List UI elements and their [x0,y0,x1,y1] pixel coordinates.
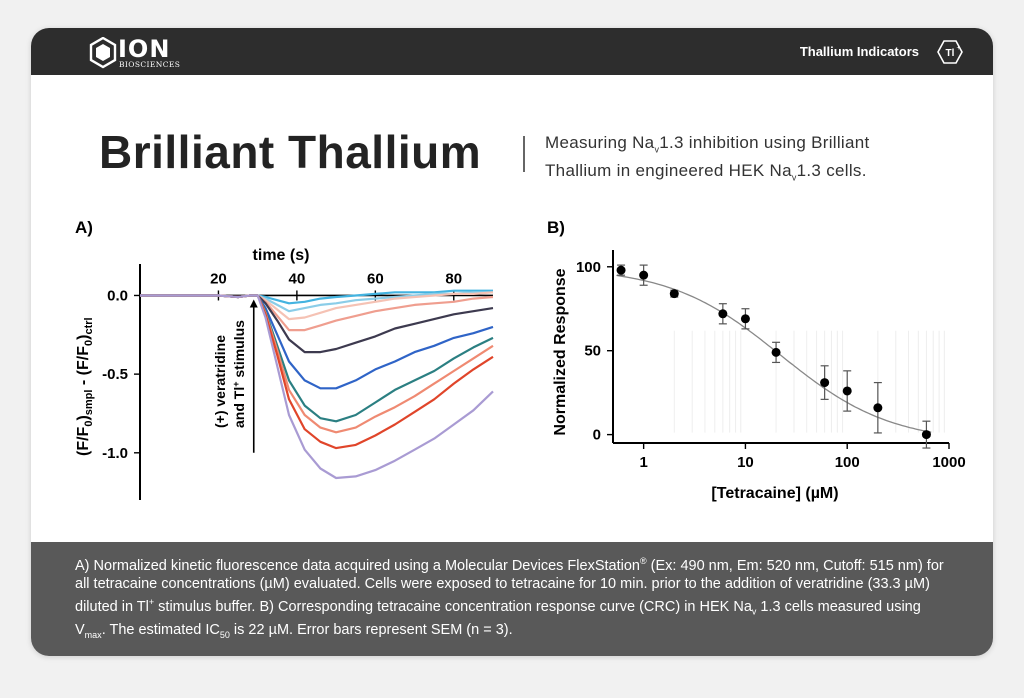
section-label[interactable]: Thallium Indicators [799,44,919,59]
thallium-badge-icon: Tl + [937,40,963,64]
data-point [771,347,781,357]
data-point [820,378,830,388]
data-point [740,314,750,324]
logo-subtitle: BIOSCIENCES [119,60,181,69]
panel-a-y-axis-title: (F/F0)smpl - (F/F0)ctrl [75,317,95,456]
data-point [669,289,679,299]
x-tick-label: 1 [639,454,647,471]
kinetic-trace-line [140,294,494,434]
stimulus-arrowhead-icon [249,299,258,308]
ion-biosciences-logo[interactable]: ION BIOSCIENCES [89,35,189,69]
y-tick-label: 0.0 [107,287,128,304]
x-tick-label: 10 [737,454,754,471]
top-bar: ION BIOSCIENCES Thallium Indicators Tl + [31,28,993,75]
data-point [718,309,728,319]
y-tick-label: -1.0 [102,445,128,462]
y-tick-label: 0 [593,427,601,444]
x-tick-label: 1000 [932,454,965,471]
panel-a-x-axis-title: time (s) [253,247,310,264]
infographic-card: ION BIOSCIENCES Thallium Indicators Tl +… [31,28,993,656]
logo-wordmark: ION [118,35,171,63]
charts-area: A) time (s) 20 40 60 80 0.0 -0.5 -1.0 (F/F0)s… [75,218,966,502]
data-point [842,386,852,396]
page-subtitle: Measuring Nav1.3 inhibition using Brilli… [545,133,870,183]
x-tick-label: 100 [835,454,860,471]
y-tick-label: -0.5 [102,366,128,383]
kinetic-chart: A) time (s) 20 40 60 80 0.0 -0.5 -1.0 (F/F0)s… [75,218,494,500]
y-tick-label: 100 [576,259,601,276]
x-tick-label: 60 [367,270,384,287]
svg-text:+: + [957,46,961,52]
data-point [639,270,649,280]
x-tick-label: 80 [445,270,462,287]
ion-logo-icon [89,36,117,69]
kinetic-trace-line [140,294,494,332]
data-point [873,403,883,413]
panel-a-label: A) [75,218,93,237]
stimulus-annotation-line1: (+) veratridine [212,335,228,428]
x-tick-label: 20 [210,270,227,287]
kinetic-trace-line [140,289,493,305]
panel-b-y-axis-title: Normalized Response [552,268,569,435]
svg-text:Tl: Tl [946,48,955,59]
panel-b-x-axis-title: [Tetracaine] (µM) [711,485,838,502]
figure-caption: A) Normalized kinetic fluorescence data … [75,556,944,640]
x-tick-label: 40 [289,270,306,287]
title-divider [523,136,525,172]
caption-panel: A) Normalized kinetic fluorescence data … [31,542,993,656]
kinetic-trace-line [140,294,494,390]
stimulus-annotation-line2: and Tl+ stimulus [231,320,247,428]
panel-b-label: B) [547,218,565,237]
data-point [616,265,626,275]
y-tick-label: 50 [584,343,601,360]
page-title: Brilliant Thallium [99,126,482,178]
kinetic-trace-line [140,294,494,480]
data-point [921,430,931,440]
